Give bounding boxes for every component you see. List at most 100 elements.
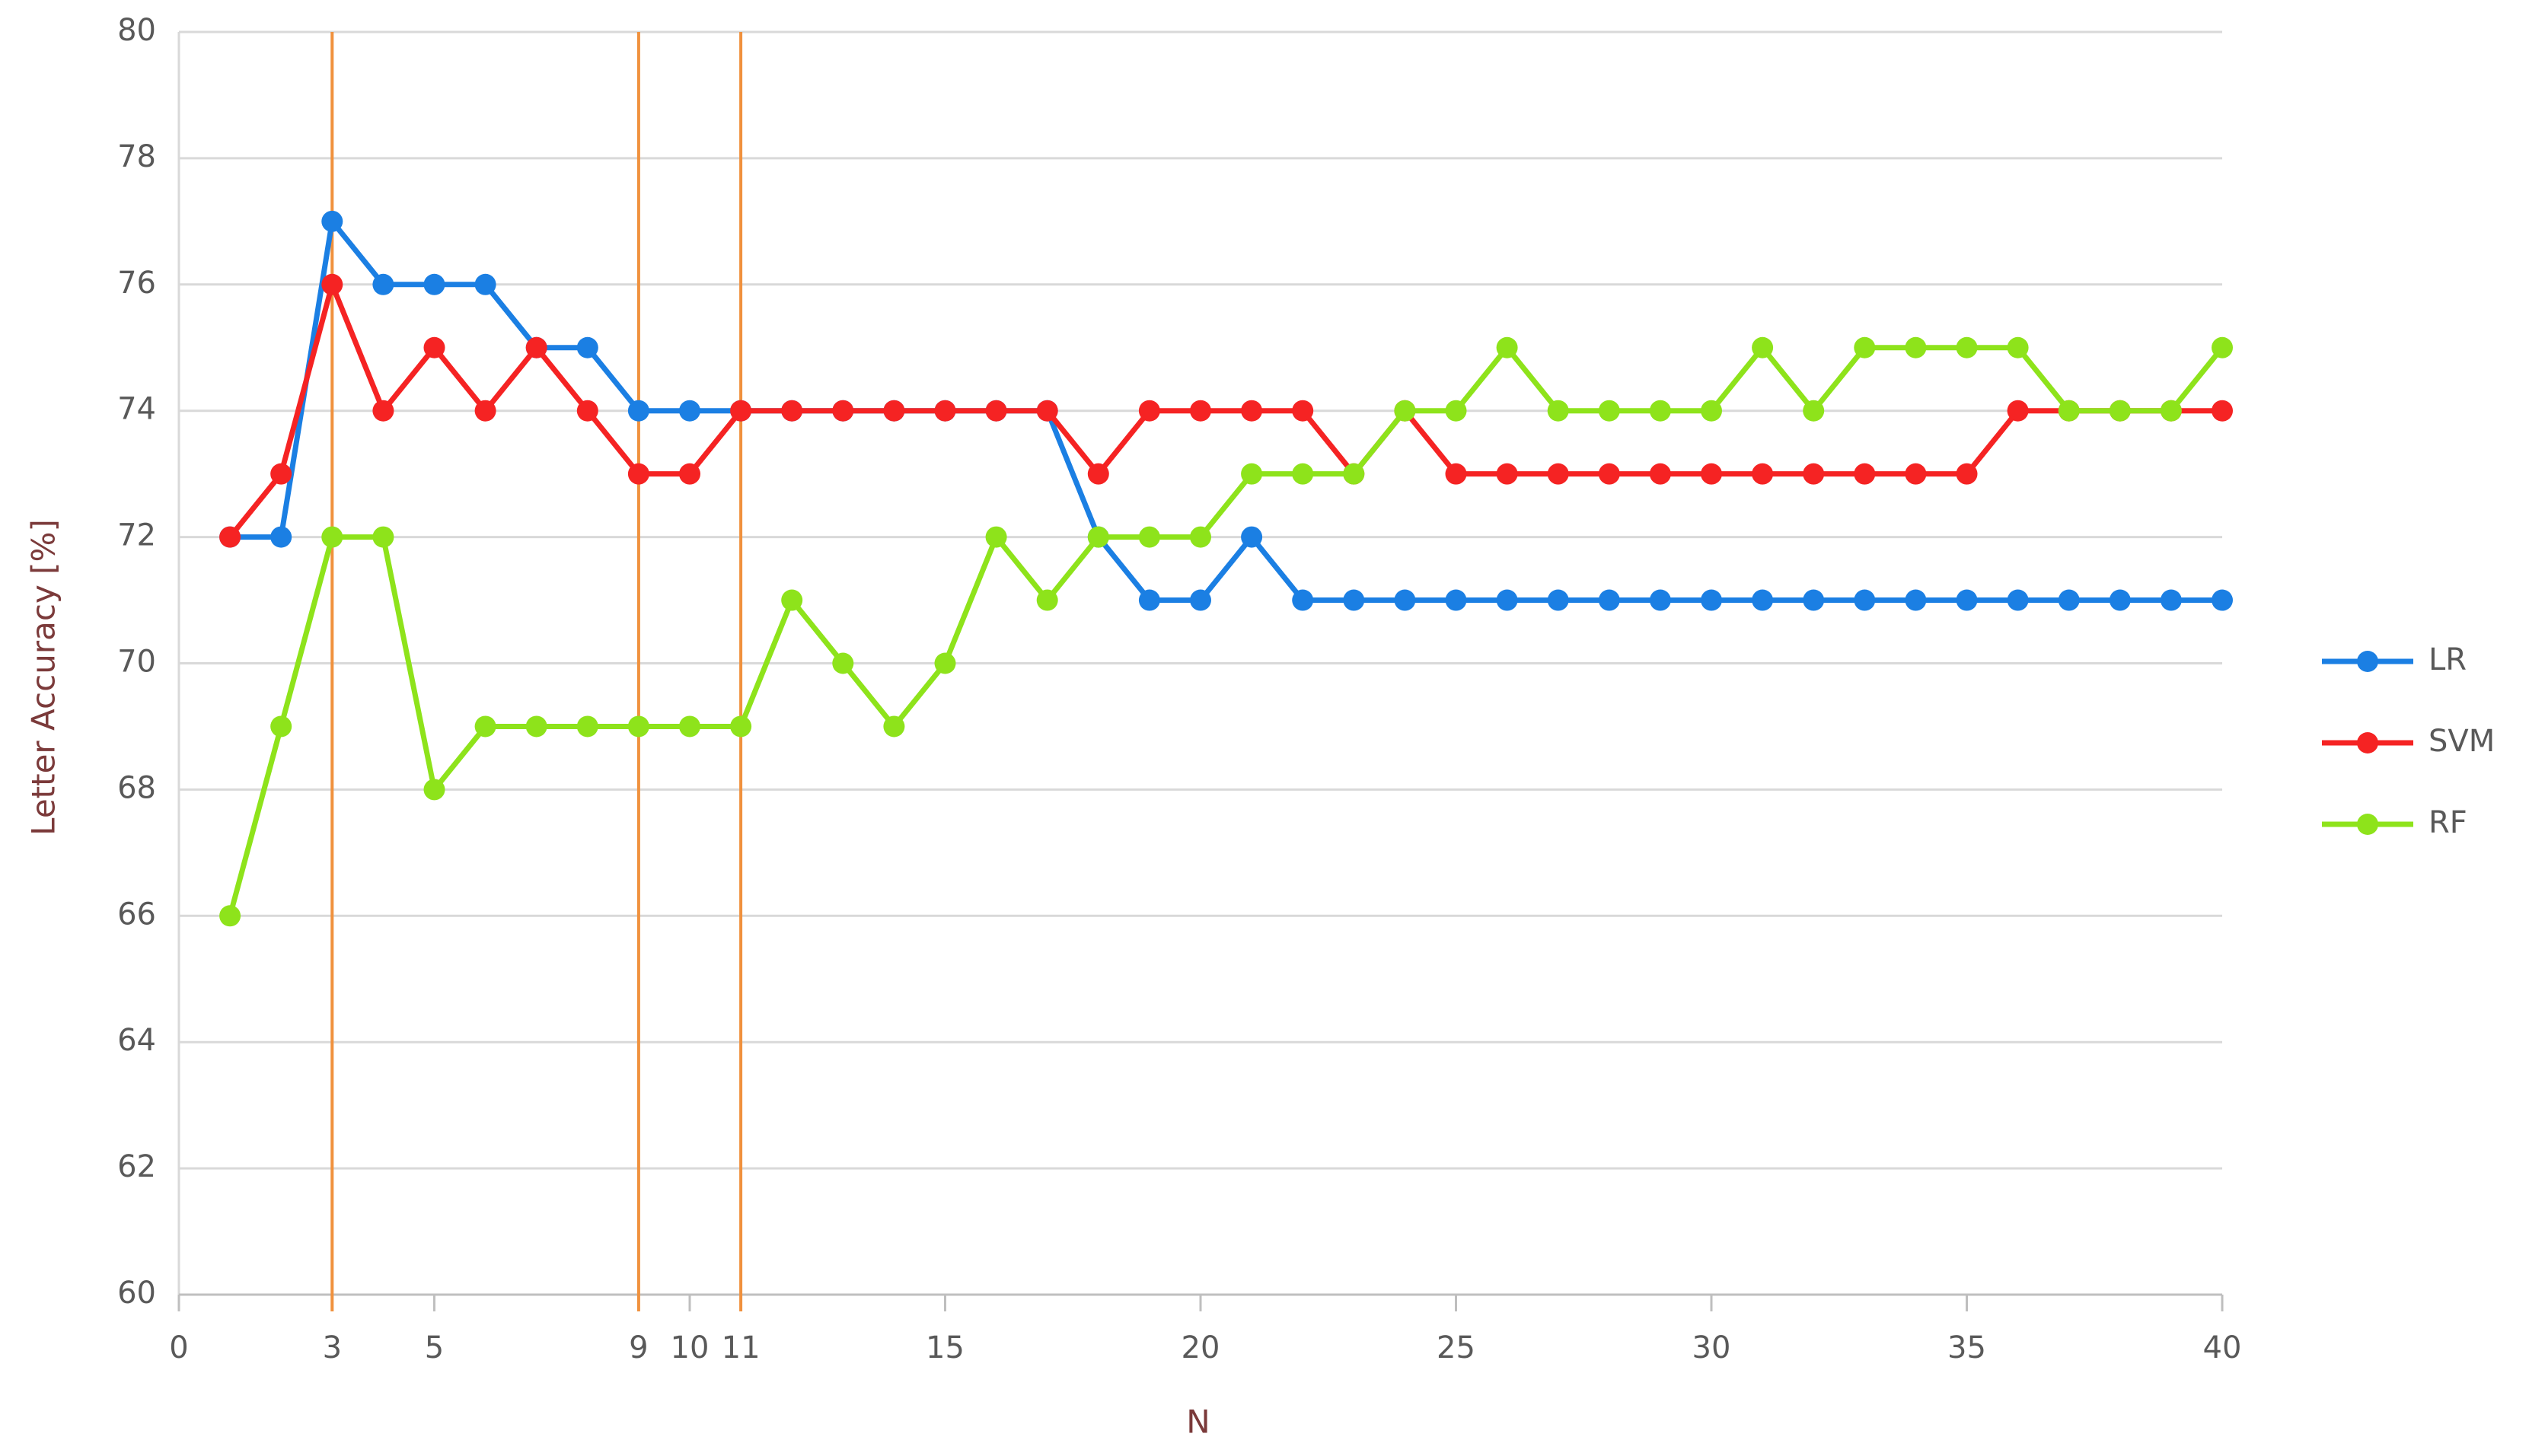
data-point <box>985 400 1007 422</box>
data-point <box>1138 526 1160 548</box>
data-point <box>1445 463 1467 485</box>
data-point <box>832 652 854 674</box>
data-point <box>2109 400 2131 422</box>
data-point <box>1905 336 1927 358</box>
data-point <box>525 336 547 358</box>
x-tick-label: 11 <box>722 1330 761 1365</box>
data-point <box>1292 400 1314 422</box>
x-tick-label: 20 <box>1182 1330 1220 1365</box>
x-tick-label: 35 <box>1947 1330 1986 1365</box>
y-tick-label: 80 <box>117 13 156 48</box>
data-point <box>781 589 803 611</box>
data-point <box>730 400 752 422</box>
data-point <box>679 463 700 485</box>
data-point <box>1241 463 1263 485</box>
data-point <box>1241 400 1263 422</box>
data-point <box>423 779 445 801</box>
data-point <box>372 273 394 295</box>
x-tick-label: 5 <box>425 1330 444 1365</box>
data-point <box>1445 400 1467 422</box>
data-point <box>1598 400 1620 422</box>
data-point <box>525 715 547 738</box>
data-point <box>832 400 854 422</box>
data-point <box>2160 589 2182 611</box>
legend-marker <box>2357 651 2378 672</box>
y-tick-label: 68 <box>117 770 156 805</box>
data-point <box>1087 526 1109 548</box>
data-point <box>679 715 700 738</box>
data-point <box>1496 589 1518 611</box>
y-tick-label: 74 <box>117 392 156 427</box>
data-point <box>1547 589 1569 611</box>
data-point <box>1445 589 1467 611</box>
x-tick-label: 15 <box>926 1330 965 1365</box>
data-point <box>2212 400 2233 422</box>
data-point <box>1394 400 1416 422</box>
data-point <box>321 526 343 548</box>
data-point <box>576 336 598 358</box>
data-point <box>1905 463 1927 485</box>
data-point <box>1649 589 1671 611</box>
data-point <box>1701 463 1722 485</box>
data-point <box>2212 336 2233 358</box>
data-point <box>1649 463 1671 485</box>
data-point <box>1343 463 1365 485</box>
data-point <box>627 400 649 422</box>
x-tick-label: 0 <box>169 1330 188 1365</box>
data-point <box>1803 463 1825 485</box>
data-point <box>1190 526 1211 548</box>
y-tick-label: 76 <box>117 266 156 301</box>
y-tick-label: 62 <box>117 1149 156 1184</box>
data-point <box>1292 589 1314 611</box>
data-point <box>372 400 394 422</box>
data-point <box>1547 400 1569 422</box>
data-point <box>730 715 752 738</box>
data-point <box>2160 400 2182 422</box>
x-tick-label: 30 <box>1692 1330 1731 1365</box>
series-line <box>227 345 2224 917</box>
data-point <box>372 526 394 548</box>
x-tick-label: 9 <box>629 1330 648 1365</box>
x-tick-label: 3 <box>323 1330 342 1365</box>
data-point <box>1854 589 1876 611</box>
y-tick-label: 66 <box>117 897 156 932</box>
data-point <box>1956 463 1978 485</box>
data-point <box>2007 400 2029 422</box>
x-tick-label: 10 <box>671 1330 710 1365</box>
data-point <box>1241 526 1263 548</box>
data-point <box>1649 400 1671 422</box>
legend-marker <box>2357 732 2378 753</box>
data-point <box>1547 463 1569 485</box>
data-point <box>1701 400 1722 422</box>
data-point <box>2058 589 2080 611</box>
data-point <box>1190 400 1211 422</box>
legend-marker <box>2357 814 2378 835</box>
data-point <box>1803 589 1825 611</box>
data-point <box>1905 589 1927 611</box>
y-tick-label: 60 <box>117 1276 156 1311</box>
data-point <box>781 400 803 422</box>
data-point <box>474 273 496 295</box>
legend-label: LR <box>2429 642 2467 677</box>
y-tick-label: 64 <box>117 1023 156 1058</box>
data-point <box>1854 336 1876 358</box>
series-line <box>228 282 2222 539</box>
legend-label: SVM <box>2429 724 2495 759</box>
data-point <box>1394 589 1416 611</box>
data-point <box>1138 400 1160 422</box>
data-point <box>270 526 292 548</box>
data-point <box>423 273 445 295</box>
data-point <box>1956 589 1978 611</box>
y-axis-title: Letter Accuracy [%] <box>25 519 62 836</box>
data-point <box>1956 336 1978 358</box>
x-tick-label: 25 <box>1437 1330 1475 1365</box>
data-point <box>1854 463 1876 485</box>
data-point <box>423 336 445 358</box>
data-point <box>1496 463 1518 485</box>
data-point <box>2007 336 2029 358</box>
data-point <box>576 715 598 738</box>
data-point <box>1752 336 1774 358</box>
data-point <box>270 715 292 738</box>
data-point <box>1752 463 1774 485</box>
